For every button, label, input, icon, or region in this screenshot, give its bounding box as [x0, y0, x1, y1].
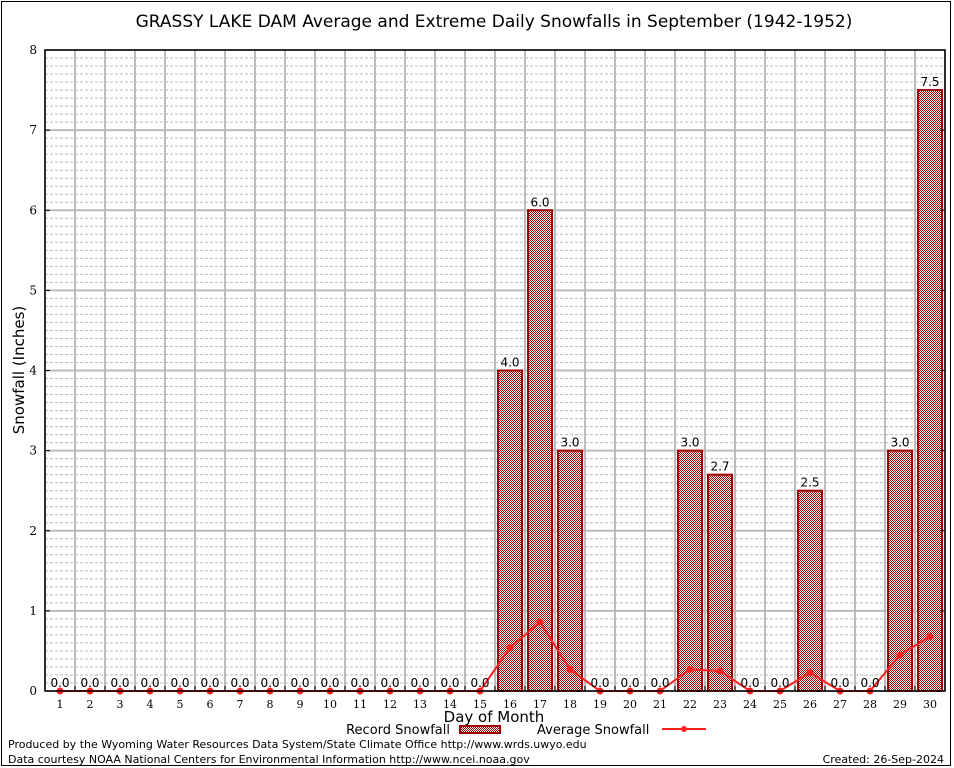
bar-value-label: 0.0	[770, 676, 789, 690]
x-tick-label: 27	[833, 698, 847, 711]
bar-value-label: 6.0	[530, 195, 549, 209]
average-point-day-30	[926, 633, 934, 641]
y-tick-label: 6	[29, 203, 37, 217]
x-tick-label: 25	[773, 698, 787, 711]
bar-value-label: 0.0	[170, 676, 189, 690]
average-point-day-23	[716, 667, 724, 675]
x-tick-label: 16	[503, 698, 517, 711]
bar-record-day-26	[797, 489, 823, 692]
average-point-day-18	[566, 665, 574, 673]
bar-value-label: 0.0	[200, 676, 219, 690]
x-tick-label: 5	[177, 698, 184, 711]
bar-record-day-18	[557, 449, 583, 692]
bar-value-label: 0.0	[80, 676, 99, 690]
bar-value-label: 0.0	[230, 676, 249, 690]
y-tick-label: 7	[29, 123, 37, 137]
bar-value-label: 0.0	[350, 676, 369, 690]
x-tick-label: 18	[563, 698, 577, 711]
x-tick-label: 10	[323, 698, 337, 711]
bar-value-label: 4.0	[500, 356, 519, 370]
footer-produced-by: Produced by the Wyoming Water Resources …	[8, 738, 587, 751]
bar-record-day-23	[707, 473, 733, 692]
y-tick-label: 5	[29, 283, 37, 297]
x-tick-label: 21	[653, 698, 667, 711]
bar-value-label: 0.0	[260, 676, 279, 690]
x-tick-label: 4	[147, 698, 154, 711]
x-tick-label: 23	[713, 698, 727, 711]
y-tick-label: 1	[29, 604, 37, 618]
bar-value-label: 0.0	[140, 676, 159, 690]
y-tick-label: 2	[29, 524, 37, 538]
x-tick-label: 1	[57, 698, 64, 711]
bar-value-label: 0.0	[320, 676, 339, 690]
y-tick-label: 0	[29, 684, 37, 698]
x-tick-label: 19	[593, 698, 607, 711]
bar-value-label: 0.0	[410, 676, 429, 690]
bar-value-label: 0.0	[440, 676, 459, 690]
bar-value-label: 0.0	[830, 676, 849, 690]
bar-value-label: 2.7	[710, 460, 729, 474]
bar-value-label: 0.0	[50, 676, 69, 690]
x-tick-label: 24	[743, 698, 757, 711]
x-tick-label: 9	[297, 698, 304, 711]
y-tick-label: 4	[29, 364, 37, 378]
x-tick-label: 20	[623, 698, 637, 711]
bar-value-label: 0.0	[380, 676, 399, 690]
footer-data-courtesy: Data courtesy NOAA National Centers for …	[8, 753, 530, 766]
x-tick-label: 22	[683, 698, 697, 711]
bar-value-label: 0.0	[620, 676, 639, 690]
x-tick-label: 2	[87, 698, 94, 711]
y-axis-label: Snowfall (Inches)	[10, 306, 28, 434]
x-tick-label: 11	[353, 698, 367, 711]
x-tick-label: 14	[443, 698, 457, 711]
bar-record-day-16	[497, 369, 523, 692]
average-point-day-16	[506, 644, 514, 652]
bar-value-label: 0.0	[110, 676, 129, 690]
bar-record-day-17	[527, 209, 553, 692]
x-axis-label: Day of Month	[444, 708, 545, 726]
bar-record-day-30	[917, 89, 943, 692]
bar-value-label: 7.5	[920, 75, 939, 89]
x-tick-label: 13	[413, 698, 427, 711]
average-point-day-22	[686, 665, 694, 673]
x-tick-label: 6	[207, 698, 214, 711]
legend: Record Snowfall Average Snowfall	[346, 723, 706, 738]
x-tick-label: 17	[533, 698, 547, 711]
x-tick-label: 30	[923, 698, 937, 711]
legend-average-label: Average Snowfall	[537, 723, 649, 738]
y-tick-label: 3	[29, 444, 37, 458]
legend-record-swatch	[459, 725, 501, 734]
bar-value-label: 3.0	[560, 436, 579, 450]
x-tick-label: 8	[267, 698, 274, 711]
x-tick-label: 3	[117, 698, 124, 711]
average-point-day-17	[536, 618, 544, 626]
x-tick-label: 29	[893, 698, 907, 711]
bar-value-label: 0.0	[290, 676, 309, 690]
legend-average-marker	[681, 726, 687, 732]
bar-value-label: 2.5	[800, 476, 819, 490]
bar-value-label: 0.0	[470, 676, 489, 690]
x-tick-label: 12	[383, 698, 397, 711]
legend-record-label: Record Snowfall	[346, 723, 450, 738]
x-tick-label: 26	[803, 698, 817, 711]
x-tick-label: 15	[473, 698, 487, 711]
bar-value-label: 0.0	[650, 676, 669, 690]
bar-value-label: 0.0	[860, 676, 879, 690]
footer-created: Created: 26-Sep-2024	[823, 753, 944, 766]
chart-title: GRASSY LAKE DAM Average and Extreme Dail…	[136, 12, 853, 32]
x-tick-label: 28	[863, 698, 877, 711]
bar-value-label: 0.0	[740, 676, 759, 690]
average-point-day-29	[896, 651, 904, 659]
bar-value-label: 0.0	[590, 676, 609, 690]
x-tick-label: 7	[237, 698, 244, 711]
average-point-day-26	[806, 669, 814, 677]
bar-record-day-22	[677, 449, 703, 692]
bar-value-label: 3.0	[680, 436, 699, 450]
bar-value-label: 3.0	[890, 436, 909, 450]
y-tick-label: 8	[29, 43, 37, 57]
